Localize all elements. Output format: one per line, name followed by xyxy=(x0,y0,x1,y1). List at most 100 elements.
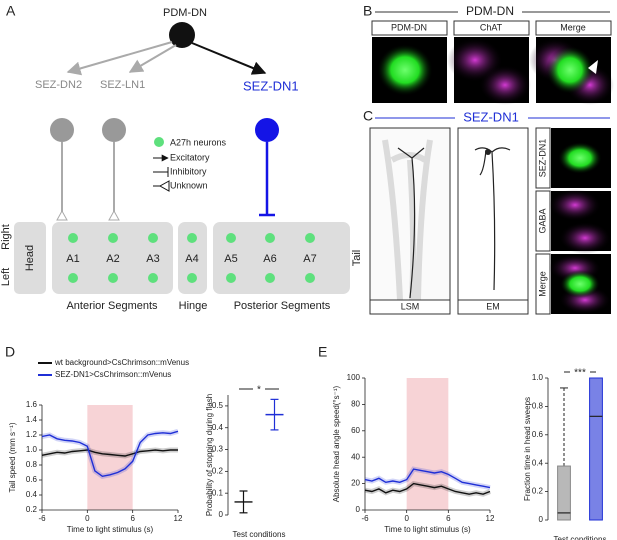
group-label: Hinge xyxy=(179,300,208,312)
image-label: EM xyxy=(486,301,500,311)
segment-label: A2 xyxy=(106,253,119,265)
legend-unknown xyxy=(158,180,170,192)
y-tick-label: 20 xyxy=(351,479,360,488)
y-tick-label: 0.1 xyxy=(212,488,224,497)
legend-label: A27h neurons xyxy=(170,137,227,147)
y-tick-label: 0 xyxy=(539,515,544,524)
y-tick-label: 0.8 xyxy=(532,402,544,411)
segment-label: A1 xyxy=(66,253,79,265)
column-label: ChAT xyxy=(480,22,503,32)
x-axis-label: Test conditions xyxy=(233,530,286,539)
a27h-dot xyxy=(226,273,236,283)
legend-label: Unknown xyxy=(170,180,208,190)
a27h-dot xyxy=(187,233,197,243)
series-line xyxy=(364,468,491,489)
legend-label: Excitatory xyxy=(170,152,210,162)
y-axis-label: Fraction time in head sweeps xyxy=(523,397,532,501)
a27h-dot xyxy=(187,273,197,283)
y-tick-label: 0.8 xyxy=(26,460,38,469)
panel-letter: E xyxy=(318,344,327,360)
side-label: Right xyxy=(0,224,12,250)
x-axis-label: Time to light stimulus (s) xyxy=(384,525,471,534)
a27h-dot xyxy=(226,233,236,243)
y-tick-label: 1.0 xyxy=(532,373,544,382)
image-label-box xyxy=(369,299,451,315)
series-line xyxy=(41,430,179,478)
node-label: SEZ-DN1 xyxy=(243,78,299,93)
y-tick-label: 60 xyxy=(351,426,360,435)
y-tick-label: 0.2 xyxy=(532,487,544,496)
segment-box xyxy=(52,222,173,294)
a27h-dot xyxy=(305,273,315,283)
panel-b: B PDM-DN PDM-DN ChAT Merge xyxy=(363,3,614,105)
x-tick-label: 0 xyxy=(404,514,409,523)
panel-title: SEZ-DN1 xyxy=(463,109,519,124)
micrograph-signal xyxy=(560,270,600,298)
y-axis-label: Tail speed (mm s⁻¹) xyxy=(8,422,17,492)
y-axis-label: Absolute head angle speed(°s⁻¹) xyxy=(332,385,341,502)
x-tick-label: 6 xyxy=(446,514,451,523)
segment-label: A5 xyxy=(224,253,237,265)
panel-a: A PDM-DN SEZ-DN2 SEZ-LN1 SEZ-DN1 A27h ne… xyxy=(0,3,363,312)
node-label: SEZ-DN2 xyxy=(35,79,82,91)
side-label: Left xyxy=(0,268,12,286)
a27h-dot xyxy=(265,233,275,243)
edge xyxy=(66,41,173,76)
x-axis-label: Test conditions xyxy=(554,535,607,540)
stimulus-region xyxy=(87,405,133,510)
node-label: PDM-DN xyxy=(163,7,207,19)
row-header xyxy=(535,253,551,315)
y-tick-label: 0.2 xyxy=(212,466,224,475)
legend-dot xyxy=(154,137,164,147)
image-label-box xyxy=(457,299,529,315)
x-tick-label: -6 xyxy=(38,514,46,523)
panel-letter: A xyxy=(6,3,16,19)
stimulus-region xyxy=(406,378,449,510)
column-header xyxy=(371,20,448,36)
y-tick-label: 0.6 xyxy=(26,475,38,484)
side-label: Tail xyxy=(351,250,363,267)
y-tick-label: 80 xyxy=(351,400,360,409)
group-label: Posterior Segments xyxy=(234,300,331,312)
segment-box xyxy=(213,222,350,294)
significance: *** xyxy=(574,368,586,379)
row-label: Merge xyxy=(537,271,547,297)
edge xyxy=(191,42,267,75)
series-line xyxy=(364,482,491,495)
y-tick-label: 0.6 xyxy=(532,430,544,439)
group-label: Anterior Segments xyxy=(66,300,158,312)
column-header xyxy=(535,20,612,36)
em-soma xyxy=(485,149,491,155)
node xyxy=(255,118,279,142)
y-tick-label: 1.2 xyxy=(26,430,38,439)
x-axis-label: Time to light stimulus (s) xyxy=(67,525,154,534)
y-tick-label: 1.0 xyxy=(26,445,38,454)
x-tick-label: 6 xyxy=(130,514,135,523)
node-label: SEZ-LN1 xyxy=(100,79,145,91)
edge xyxy=(128,44,177,73)
legend-label: SEZ-DN1>CsChrimson::mVenus xyxy=(55,370,171,379)
y-axis-label: Probability of stopping during flash xyxy=(205,394,214,516)
panel-letter: B xyxy=(363,3,372,19)
row-label: GABA xyxy=(537,208,547,233)
arrowhead xyxy=(588,60,598,74)
micrograph-signal xyxy=(546,46,594,94)
y-tick-label: 0.5 xyxy=(212,401,224,410)
panel-letter: C xyxy=(363,108,373,124)
box xyxy=(557,465,571,521)
y-tick-label: 0 xyxy=(356,505,361,514)
x-tick-label: 0 xyxy=(85,514,90,523)
micrograph-signal xyxy=(559,222,611,254)
row-header xyxy=(535,127,551,189)
a27h-dot xyxy=(148,233,158,243)
segment-box xyxy=(14,222,46,294)
x-tick-label: -6 xyxy=(361,514,369,523)
y-tick-label: 0.4 xyxy=(26,490,38,499)
segment-label: A6 xyxy=(263,253,276,265)
a27h-dot xyxy=(305,233,315,243)
y-tick-label: 0 xyxy=(219,510,224,519)
row-label: SEZ-DN1 xyxy=(537,139,547,178)
significance: * xyxy=(257,385,261,396)
legend-label: wt background>CsChrimson::mVenus xyxy=(54,358,189,367)
